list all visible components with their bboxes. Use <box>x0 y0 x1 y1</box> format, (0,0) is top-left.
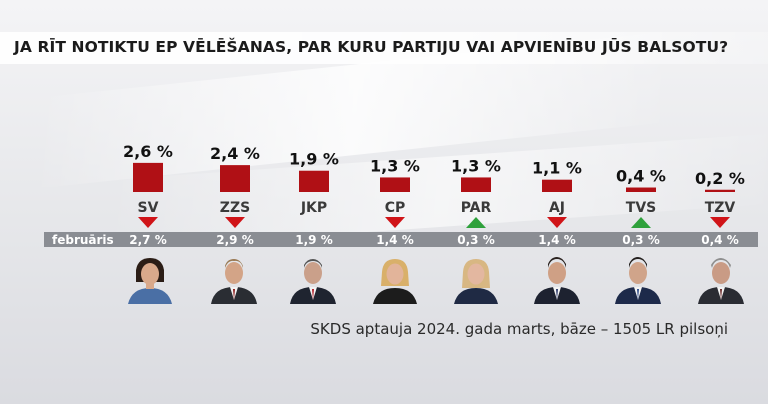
value-label-zzs: 2,4 % <box>210 144 260 163</box>
portrait-sv <box>124 256 176 304</box>
portrait-jkp <box>287 256 339 304</box>
category-label-tvs: TVS <box>626 200 656 216</box>
value-label-cp: 1,3 % <box>370 156 420 175</box>
up-arrow-icon <box>466 217 486 228</box>
category-label-tzv: TZV <box>705 200 736 216</box>
value-label-sv: 2,6 % <box>123 142 173 161</box>
previous-value-zzs: 2,9 % <box>216 233 253 247</box>
value-label-par: 1,3 % <box>451 156 501 175</box>
category-label-aj: AJ <box>549 200 565 216</box>
value-label-tvs: 0,4 % <box>616 167 666 186</box>
category-label-cp: CP <box>385 200 406 216</box>
category-label-par: PAR <box>461 200 492 216</box>
portrait-aj <box>531 256 583 304</box>
bar-par <box>461 177 491 192</box>
up-arrow-icon <box>631 217 651 228</box>
bar-sv <box>133 162 163 192</box>
bar-aj <box>542 179 572 192</box>
down-arrow-icon <box>710 217 730 228</box>
previous-value-tzv: 0,4 % <box>701 233 738 247</box>
previous-value-tvs: 0,3 % <box>622 233 659 247</box>
portrait-par <box>450 256 502 304</box>
previous-value-sv: 2,7 % <box>129 233 166 247</box>
portrait-tvs <box>612 256 664 304</box>
portrait-cp <box>369 256 421 304</box>
chart-title: JA RĪT NOTIKTU EP VĒLĒŠANAS, PAR KURU PA… <box>14 38 729 56</box>
bar-jkp <box>299 170 329 192</box>
bar-cp <box>380 177 410 192</box>
down-arrow-icon <box>385 217 405 228</box>
source-note: SKDS aptauja 2024. gada marts, bāze – 15… <box>310 320 728 338</box>
value-label-tzv: 0,2 % <box>695 169 745 188</box>
bar-tvs <box>626 187 656 192</box>
previous-value-jkp: 1,9 % <box>295 233 332 247</box>
bar-tzv <box>705 189 735 192</box>
down-arrow-icon <box>225 217 245 228</box>
previous-month-strip <box>44 232 758 247</box>
portrait-zzs <box>208 256 260 304</box>
previous-value-aj: 1,4 % <box>538 233 575 247</box>
value-label-jkp: 1,9 % <box>289 150 339 169</box>
down-arrow-icon <box>547 217 567 228</box>
title-bar <box>0 32 768 64</box>
previous-value-par: 0,3 % <box>457 233 494 247</box>
category-label-zzs: ZZS <box>220 200 250 216</box>
portrait-tzv <box>695 256 747 304</box>
bar-zzs <box>220 165 250 192</box>
down-arrow-icon <box>138 217 158 228</box>
previous-value-cp: 1,4 % <box>376 233 413 247</box>
previous-month-label: februāris <box>52 233 114 247</box>
category-label-sv: SV <box>138 200 159 216</box>
value-label-aj: 1,1 % <box>532 159 582 178</box>
category-label-jkp: JKP <box>300 200 327 216</box>
